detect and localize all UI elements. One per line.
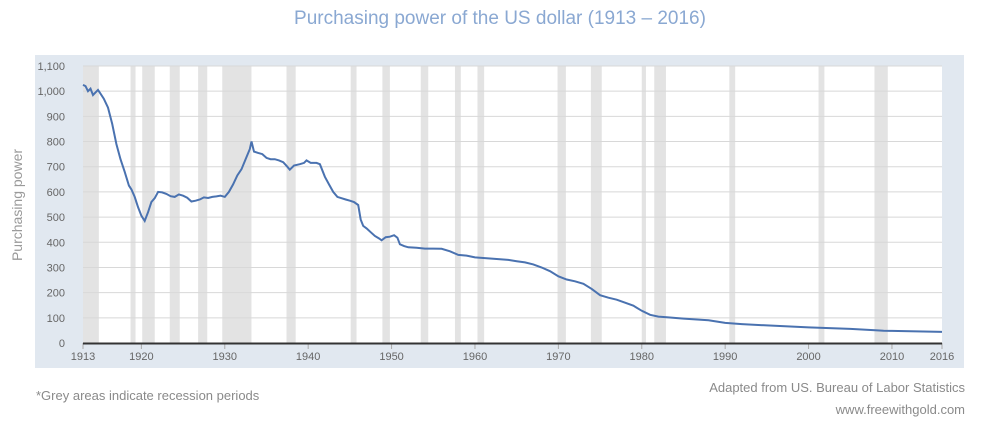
recession-band	[654, 66, 666, 343]
recession-band	[641, 66, 646, 343]
recession-band	[874, 66, 888, 343]
y-tick-label: 100	[47, 313, 65, 325]
footnote: *Grey areas indicate recession periods	[36, 388, 260, 403]
x-tick-label: 1970	[546, 351, 570, 363]
x-tick-label: 1940	[296, 351, 320, 363]
recession-band	[83, 66, 99, 343]
y-tick-label: 0	[59, 338, 65, 350]
y-tick-label: 1,000	[37, 86, 65, 98]
series-line	[82, 83, 943, 333]
y-tick-label: 800	[47, 137, 65, 149]
recession-band	[382, 66, 390, 343]
recession-band	[130, 66, 136, 343]
y-tick-label: 900	[47, 111, 65, 123]
recession-band	[477, 66, 485, 343]
x-tick-label: 1980	[630, 351, 654, 363]
website-note: www.freewithgold.com	[835, 402, 965, 417]
y-tick-label: 600	[47, 187, 65, 199]
plot-area	[83, 66, 942, 343]
y-tick-label: 1,100	[37, 61, 65, 73]
x-tick-label: 2016	[930, 351, 954, 363]
x-tick-label: 1913	[71, 351, 95, 363]
recession-band	[557, 66, 566, 343]
recession-band	[590, 66, 602, 343]
recession-band	[350, 66, 357, 343]
x-tick-label: 1950	[379, 351, 403, 363]
x-tick-label: 2000	[796, 351, 820, 363]
chart-title: Purchasing power of the US dollar (1913 …	[294, 8, 706, 29]
recession-band	[286, 66, 296, 343]
source-note: Adapted from US. Bureau of Labor Statist…	[709, 380, 965, 395]
x-tick-label: 1920	[129, 351, 153, 363]
recession-band	[142, 66, 155, 343]
recession-band	[729, 66, 736, 343]
recession-band	[818, 66, 825, 343]
y-tick-label: 700	[47, 162, 65, 174]
recession-band	[198, 66, 208, 343]
x-tick-label: 1930	[213, 351, 237, 363]
x-tick-label: 2010	[880, 351, 904, 363]
recession-band	[169, 66, 180, 343]
y-tick-label: 500	[47, 212, 65, 224]
recession-band	[420, 66, 429, 343]
y-axis-label: Purchasing power	[9, 149, 25, 261]
recession-band	[222, 66, 252, 343]
x-tick-label: 1960	[463, 351, 487, 363]
x-tick-label: 1990	[713, 351, 737, 363]
y-tick-label: 400	[47, 237, 65, 249]
recession-band	[454, 66, 461, 343]
y-tick-label: 200	[47, 288, 65, 300]
y-tick-label: 300	[47, 262, 65, 274]
